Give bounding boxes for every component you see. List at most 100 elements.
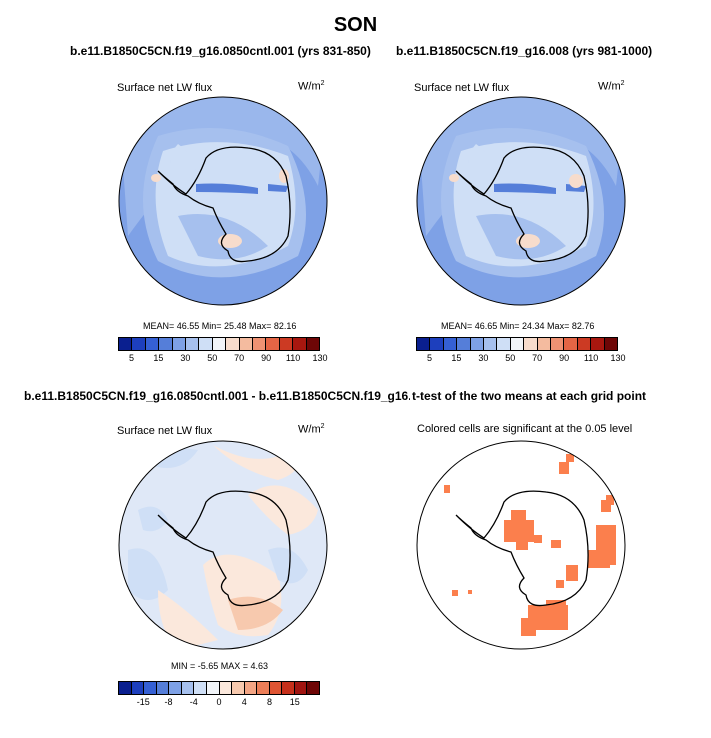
panel-3-title: b.e11.B1850C5CN.f19_g16.0850cntl.001 - b… bbox=[24, 389, 432, 403]
colorbar-3-swatch bbox=[232, 682, 245, 694]
colorbar-1-tick-label: 70 bbox=[234, 353, 245, 363]
panel-1-colorbar: 5 15 30 50 70 90 110 130 bbox=[118, 337, 328, 363]
figure-title: SON bbox=[333, 14, 378, 36]
panel-3-units: W/m2 bbox=[298, 423, 325, 436]
panel-1-variable: Surface net LW flux bbox=[117, 82, 213, 94]
colorbar-1-swatch bbox=[119, 338, 133, 350]
colorbar-1-tick-label: 90 bbox=[261, 353, 272, 363]
colorbar-2-tick-label: 5 bbox=[426, 353, 432, 363]
colorbar-2-swatch bbox=[484, 338, 498, 350]
colorbar-3-swatch bbox=[181, 682, 195, 694]
significant-cell bbox=[444, 485, 450, 493]
significant-cell bbox=[588, 550, 610, 568]
significant-cell bbox=[468, 590, 472, 594]
colorbar-3-swatch bbox=[194, 682, 207, 694]
significant-cell bbox=[601, 500, 611, 512]
colorbar-3-tick-label: 8 bbox=[266, 697, 273, 707]
colorbar-2-swatch bbox=[564, 338, 578, 350]
colorbar-1-swatch bbox=[226, 338, 240, 350]
colorbar-1-swatch bbox=[186, 338, 200, 350]
colorbar-2-swatch bbox=[551, 338, 565, 350]
significant-cell bbox=[546, 600, 566, 612]
panel-2-title: b.e11.B1850C5CN.f19_g16.008 (yrs 981-100… bbox=[396, 44, 653, 58]
colorbar-2-tick-label: 90 bbox=[559, 353, 570, 363]
colorbar-2-swatch bbox=[524, 338, 538, 350]
colorbar-2-swatch bbox=[577, 338, 592, 350]
panel-1-stats: MEAN= 46.55 Min= 25.48 Max= 82.16 bbox=[143, 321, 297, 331]
colorbar-3-tick-label: 4 bbox=[241, 697, 247, 707]
colorbar-1-swatch bbox=[172, 338, 187, 350]
colorbar-1-swatch bbox=[293, 338, 307, 350]
panel-3-stats: MIN = -5.65 MAX = 4.63 bbox=[171, 661, 269, 671]
significant-cell bbox=[504, 520, 534, 542]
colorbar-3-swatch bbox=[257, 682, 270, 694]
significant-cell bbox=[566, 454, 574, 462]
colorbar-3-swatch bbox=[144, 682, 157, 694]
colorbar-1-swatch bbox=[239, 338, 254, 350]
colorbar-1-swatch bbox=[212, 338, 227, 350]
colorbar-2-swatch bbox=[497, 338, 511, 350]
colorbar-1-swatch bbox=[266, 338, 280, 350]
panel-4-title: t-test of the two means at each grid poi… bbox=[410, 389, 647, 403]
colorbar-2-swatch bbox=[470, 338, 485, 350]
colorbar-3-tick-label: -4 bbox=[189, 697, 198, 707]
colorbar-3-swatch bbox=[119, 682, 132, 694]
colorbar-2-tick-label: 15 bbox=[451, 353, 462, 363]
colorbar-2-tick-label: 50 bbox=[505, 353, 516, 363]
colorbar-2-tick-label: 30 bbox=[478, 353, 489, 363]
panel-2-colorbar: 5 15 30 50 70 90 110 130 bbox=[416, 337, 626, 363]
panel-4-variable: Colored cells are significant at the 0.0… bbox=[417, 423, 633, 435]
colorbar-3-swatch bbox=[206, 682, 220, 694]
panel-4-map bbox=[416, 440, 626, 650]
colorbar-1-swatch bbox=[279, 338, 294, 350]
colorbar-1-swatch bbox=[159, 338, 173, 350]
colorbar-1-tick-label: 110 bbox=[285, 353, 301, 363]
colorbar-2-swatch bbox=[430, 338, 444, 350]
colorbar-2-swatch bbox=[510, 338, 525, 350]
colorbar-2-swatch bbox=[457, 338, 471, 350]
colorbar-3-tick-label: 15 bbox=[289, 697, 300, 707]
colorbar-2-swatch bbox=[537, 338, 552, 350]
colorbar-1-swatch bbox=[145, 338, 160, 350]
colorbar-1-tick-label: 5 bbox=[128, 353, 134, 363]
colorbar-3-swatch bbox=[131, 682, 145, 694]
colorbar-1-swatch bbox=[306, 338, 320, 350]
colorbar-3-swatch bbox=[294, 682, 308, 694]
colorbar-3-tick-label: -8 bbox=[164, 697, 173, 707]
colorbar-3-swatch bbox=[307, 682, 319, 694]
colorbar-2-swatch bbox=[591, 338, 605, 350]
colorbar-2-swatch bbox=[604, 338, 618, 350]
significant-cell bbox=[566, 565, 578, 581]
significance-cells bbox=[444, 454, 616, 636]
panel-2-map bbox=[416, 96, 626, 306]
panel-3-colorbar: -15 -8 -4 0 4 8 15 bbox=[118, 681, 320, 707]
colorbar-1-swatch bbox=[199, 338, 213, 350]
colorbar-1-tick-label: 130 bbox=[312, 353, 328, 363]
panel-1-units: W/m2 bbox=[298, 80, 325, 93]
significant-cell bbox=[559, 462, 569, 474]
colorbar-2-tick-label: 70 bbox=[532, 353, 543, 363]
panel-2-units: W/m2 bbox=[598, 80, 625, 93]
colorbar-2-swatch bbox=[443, 338, 458, 350]
colorbar-3-tick-label: -15 bbox=[136, 697, 150, 707]
panel-2-variable: Surface net LW flux bbox=[414, 82, 510, 94]
significant-cell bbox=[534, 535, 542, 543]
panel-3-variable: Surface net LW flux bbox=[117, 425, 213, 437]
significant-cell bbox=[452, 590, 458, 596]
significant-cell bbox=[521, 618, 536, 636]
colorbar-3-swatch bbox=[169, 682, 182, 694]
colorbar-1-tick-label: 30 bbox=[180, 353, 191, 363]
colorbar-1-tick-label: 50 bbox=[207, 353, 218, 363]
colorbar-2-swatch bbox=[417, 338, 431, 350]
significant-cell bbox=[516, 540, 528, 550]
colorbar-3-swatch bbox=[219, 682, 233, 694]
colorbar-2-tick-label: 110 bbox=[583, 353, 599, 363]
significant-cell bbox=[511, 510, 526, 522]
colorbar-1-tick-label: 15 bbox=[153, 353, 164, 363]
colorbar-3-tick-label: 0 bbox=[216, 697, 222, 707]
significant-cell bbox=[551, 540, 561, 548]
colorbar-1-swatch bbox=[253, 338, 267, 350]
colorbar-2-tick-label: 130 bbox=[610, 353, 626, 363]
panel-1-map bbox=[118, 96, 328, 306]
colorbar-3-swatch bbox=[156, 682, 170, 694]
